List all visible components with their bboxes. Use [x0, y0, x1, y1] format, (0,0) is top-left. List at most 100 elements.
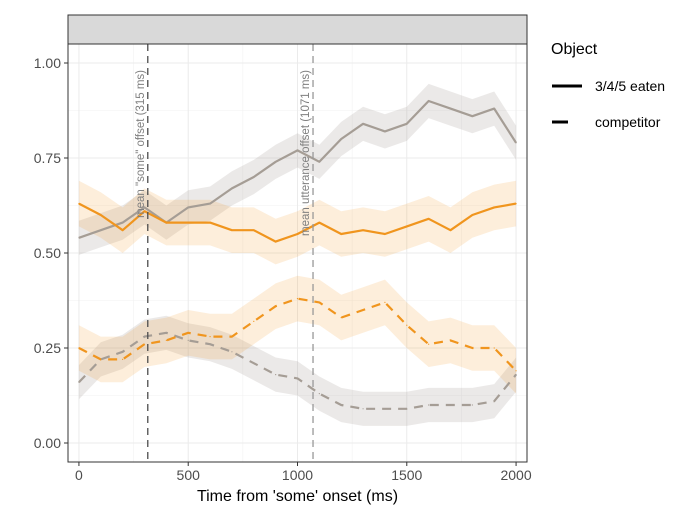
point-series-0 — [275, 161, 277, 163]
point-series-0 — [122, 222, 124, 224]
point-series-0 — [187, 206, 189, 208]
point-series-3 — [406, 324, 408, 326]
point-series-3 — [428, 343, 430, 345]
point-series-0 — [100, 229, 102, 231]
point-series-3 — [253, 320, 255, 322]
point-series-0 — [296, 149, 299, 151]
point-series-2 — [471, 404, 473, 406]
point-series-2 — [275, 374, 277, 376]
point-series-1 — [209, 222, 211, 224]
point-series-1 — [296, 233, 299, 235]
point-series-2 — [406, 408, 408, 410]
point-series-3 — [100, 358, 102, 360]
x-axis-title: Time from 'some' onset (ms) — [197, 488, 398, 505]
point-series-1 — [384, 233, 386, 235]
point-series-0 — [231, 187, 233, 189]
point-series-2 — [231, 351, 233, 353]
point-series-1 — [515, 203, 517, 205]
point-series-3 — [515, 370, 517, 372]
point-series-2 — [449, 404, 452, 406]
point-series-0 — [340, 138, 342, 140]
point-series-3 — [384, 301, 386, 303]
point-series-3 — [78, 347, 80, 349]
point-series-1 — [100, 214, 102, 216]
point-series-3 — [471, 347, 473, 349]
point-series-1 — [187, 222, 189, 224]
point-series-3 — [362, 309, 364, 311]
point-series-2 — [515, 374, 517, 376]
point-series-1 — [231, 229, 233, 231]
y-tick-label: 1.00 — [34, 55, 61, 71]
point-series-1 — [275, 241, 277, 243]
point-series-2 — [165, 332, 167, 334]
confidence-ribbons — [78, 83, 517, 426]
point-series-0 — [493, 108, 495, 110]
point-series-2 — [318, 393, 320, 395]
point-series-1 — [493, 206, 495, 208]
point-series-3 — [296, 298, 299, 300]
y-tick-label: 0.75 — [34, 150, 61, 166]
ribbon-series-3 — [78, 275, 517, 394]
point-series-1 — [165, 222, 167, 224]
point-series-3 — [209, 336, 211, 338]
point-series-2 — [384, 408, 386, 410]
point-series-3 — [493, 347, 495, 349]
point-series-3 — [122, 358, 124, 360]
point-series-1 — [143, 210, 146, 212]
ribbon-series-1 — [78, 180, 517, 265]
point-series-3 — [318, 301, 320, 303]
point-series-0 — [209, 203, 211, 205]
point-series-0 — [78, 237, 80, 239]
facet-strip — [67, 14, 528, 45]
x-tick-label: 2000 — [500, 467, 531, 483]
ribbon-series-0 — [78, 83, 517, 255]
y-tick-label: 0.50 — [34, 245, 61, 261]
point-series-1 — [471, 214, 473, 216]
vline-label-0: mean "some" offset (315 ms) — [135, 70, 147, 218]
legend-title: Object — [551, 41, 598, 58]
point-series-1 — [340, 233, 342, 235]
point-series-0 — [449, 108, 452, 110]
legend-label-dashed: competitor — [595, 114, 661, 130]
point-series-0 — [515, 142, 517, 144]
y-tick-label: 0.00 — [34, 435, 61, 451]
point-series-0 — [362, 123, 364, 125]
x-tick-label: 1000 — [282, 467, 313, 483]
point-series-1 — [428, 218, 430, 220]
point-series-2 — [209, 343, 211, 345]
point-series-2 — [253, 362, 255, 364]
point-series-1 — [318, 222, 320, 224]
point-series-3 — [449, 339, 452, 341]
point-series-2 — [78, 381, 80, 383]
ribbon-series-2 — [78, 315, 517, 426]
point-series-3 — [231, 336, 233, 338]
point-series-0 — [406, 123, 408, 125]
vline-label-1: mean utterance offset (1071 ms) — [300, 70, 312, 236]
point-series-0 — [428, 100, 430, 102]
legend-label-solid: 3/4/5 eaten — [595, 78, 665, 94]
x-tick-label: 0 — [75, 467, 83, 483]
point-series-3 — [165, 339, 167, 341]
point-series-3 — [187, 332, 189, 334]
x-tick-label: 1500 — [391, 467, 422, 483]
point-series-2 — [187, 339, 189, 341]
grid — [68, 44, 527, 462]
point-series-2 — [143, 336, 146, 338]
point-series-2 — [340, 404, 342, 406]
point-series-1 — [122, 229, 124, 231]
line-series-3 — [78, 297, 517, 372]
point-series-0 — [384, 130, 386, 132]
point-series-0 — [143, 206, 146, 208]
point-series-2 — [296, 377, 299, 379]
point-series-1 — [449, 229, 452, 231]
point-series-0 — [253, 176, 255, 178]
axis-ticks: 0 500 1000 1500 2000 0.00 0.25 0.50 0.75 1.00 — [34, 55, 532, 483]
point-series-3 — [275, 305, 277, 307]
y-tick-label: 0.25 — [34, 340, 61, 356]
point-series-3 — [143, 343, 146, 345]
reference-lines: mean "some" offset (315 ms) mean utteranc… — [135, 44, 314, 462]
point-series-0 — [318, 161, 320, 163]
point-series-2 — [122, 351, 124, 353]
point-series-1 — [78, 203, 80, 205]
